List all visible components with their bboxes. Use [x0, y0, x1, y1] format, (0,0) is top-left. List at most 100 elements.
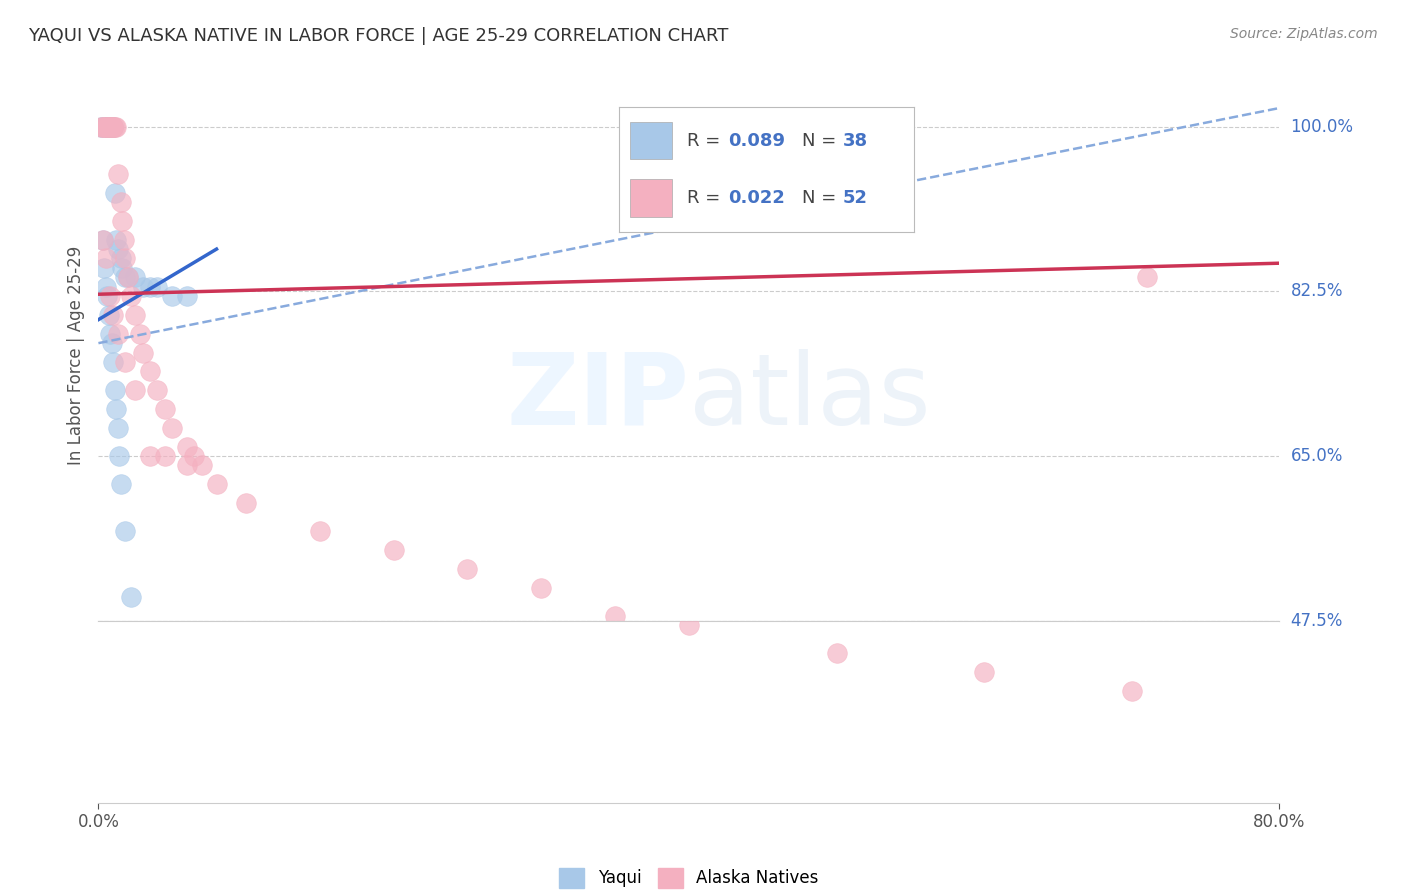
- Text: Source: ZipAtlas.com: Source: ZipAtlas.com: [1230, 27, 1378, 41]
- Point: [205, 477, 228, 491]
- Point: [97, 308, 120, 322]
- Point: [117, 270, 139, 285]
- Point: [100, 336, 122, 351]
- Point: [117, 270, 139, 285]
- Point: [105, 120, 128, 134]
- Point: [1121, 683, 1143, 698]
- Point: [139, 449, 162, 463]
- Text: 52: 52: [844, 189, 868, 207]
- Point: [120, 289, 142, 303]
- Point: [100, 120, 122, 134]
- Point: [382, 543, 405, 558]
- Point: [132, 345, 155, 359]
- Legend: Yaqui, Alaska Natives: Yaqui, Alaska Natives: [553, 861, 825, 892]
- Point: [457, 562, 479, 576]
- Point: [176, 289, 198, 303]
- Point: [124, 270, 146, 285]
- Point: [98, 326, 121, 341]
- Point: [98, 120, 121, 134]
- Point: [114, 355, 136, 369]
- Point: [191, 458, 214, 473]
- Point: [146, 279, 169, 293]
- Point: [104, 186, 127, 200]
- Text: YAQUI VS ALASKA NATIVE IN LABOR FORCE | AGE 25-29 CORRELATION CHART: YAQUI VS ALASKA NATIVE IN LABOR FORCE | …: [28, 27, 728, 45]
- Point: [94, 279, 117, 293]
- Point: [162, 421, 183, 435]
- Point: [162, 289, 183, 303]
- Point: [104, 120, 127, 134]
- Bar: [630, 122, 672, 160]
- Point: [153, 402, 176, 417]
- Point: [107, 167, 129, 181]
- Point: [183, 449, 205, 463]
- Point: [93, 120, 115, 134]
- Point: [176, 440, 198, 454]
- Point: [91, 233, 114, 247]
- Text: N =: N =: [801, 132, 842, 150]
- Text: 38: 38: [844, 132, 868, 150]
- Point: [103, 355, 125, 369]
- Point: [139, 279, 162, 293]
- Point: [107, 421, 129, 435]
- Point: [96, 289, 118, 303]
- Point: [110, 252, 132, 266]
- Point: [153, 449, 176, 463]
- Point: [91, 120, 114, 134]
- Point: [110, 477, 132, 491]
- Point: [146, 383, 169, 397]
- Point: [103, 120, 125, 134]
- Point: [114, 252, 136, 266]
- Point: [128, 326, 150, 341]
- Point: [114, 270, 136, 285]
- Text: 65.0%: 65.0%: [1291, 447, 1343, 465]
- Point: [530, 581, 553, 595]
- Text: 0.022: 0.022: [728, 189, 785, 207]
- Point: [111, 260, 134, 275]
- Point: [103, 120, 125, 134]
- Text: 100.0%: 100.0%: [1291, 118, 1354, 136]
- Point: [1136, 270, 1159, 285]
- Point: [103, 308, 125, 322]
- Point: [91, 120, 114, 134]
- Text: R =: R =: [686, 132, 725, 150]
- Point: [91, 233, 114, 247]
- Point: [107, 326, 129, 341]
- Point: [111, 214, 134, 228]
- Point: [124, 383, 146, 397]
- Point: [114, 524, 136, 539]
- Point: [96, 120, 118, 134]
- Bar: [630, 179, 672, 217]
- Point: [605, 608, 627, 623]
- Point: [103, 120, 125, 134]
- Point: [678, 618, 700, 632]
- Point: [100, 120, 122, 134]
- Text: 47.5%: 47.5%: [1291, 612, 1343, 630]
- Point: [108, 449, 131, 463]
- Point: [96, 120, 118, 134]
- Point: [105, 402, 128, 417]
- Point: [94, 252, 117, 266]
- Point: [309, 524, 332, 539]
- Point: [825, 646, 848, 660]
- Point: [973, 665, 995, 679]
- Text: 82.5%: 82.5%: [1291, 283, 1343, 301]
- Text: N =: N =: [801, 189, 842, 207]
- Point: [176, 458, 198, 473]
- Text: ZIP: ZIP: [506, 349, 689, 446]
- Point: [107, 242, 129, 256]
- Point: [124, 308, 146, 322]
- Point: [94, 120, 117, 134]
- Point: [98, 120, 121, 134]
- Point: [98, 289, 121, 303]
- Point: [132, 279, 155, 293]
- Point: [90, 120, 112, 134]
- Point: [97, 120, 120, 134]
- Point: [90, 120, 112, 134]
- Point: [97, 120, 120, 134]
- Point: [97, 120, 120, 134]
- Point: [105, 233, 128, 247]
- Text: atlas: atlas: [689, 349, 931, 446]
- Text: 0.089: 0.089: [728, 132, 785, 150]
- Point: [139, 364, 162, 378]
- Point: [235, 496, 257, 510]
